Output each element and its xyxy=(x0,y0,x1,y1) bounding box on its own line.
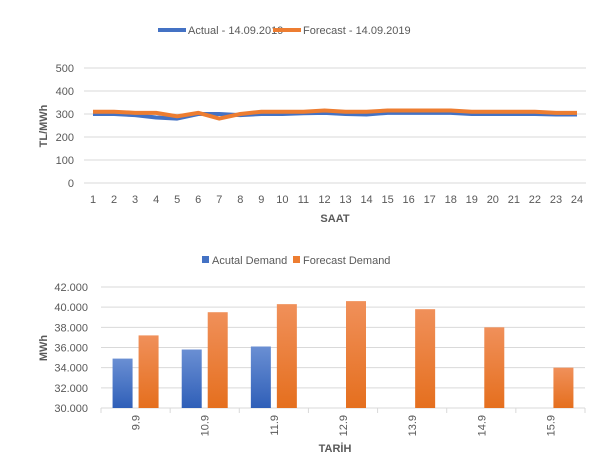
bar-forecast xyxy=(553,367,574,408)
x-tick-label: 6 xyxy=(195,194,201,206)
y-tick-label: 32.000 xyxy=(54,383,88,395)
x-tick-label: 19 xyxy=(466,194,478,206)
y-axis-title: TL/MWh xyxy=(38,104,50,147)
y-tick-label: 38.000 xyxy=(54,322,88,334)
y-tick-label: 400 xyxy=(56,86,74,98)
y-tick-label: 0 xyxy=(68,178,74,190)
line-series-actual xyxy=(93,110,577,121)
legend-swatch xyxy=(202,256,209,263)
x-tick-label: 15.9 xyxy=(545,415,557,436)
bar-forecast xyxy=(484,327,505,408)
x-tick-label: 4 xyxy=(153,194,159,206)
x-tick-label: 24 xyxy=(571,194,583,206)
x-tick-label: 21 xyxy=(508,194,520,206)
x-tick-label: 20 xyxy=(487,194,499,206)
x-tick-label: 9 xyxy=(258,194,264,206)
y-tick-label: 100 xyxy=(56,155,74,167)
line-series-forecast xyxy=(93,108,577,121)
y-tick-label: 200 xyxy=(56,132,74,144)
x-axis-title: TARİH xyxy=(319,442,352,455)
legend-label: Acutal Demand xyxy=(212,255,287,267)
y-tick-label: 300 xyxy=(56,109,74,121)
y-tick-label: 500 xyxy=(56,63,74,75)
x-tick-label: 5 xyxy=(174,194,180,206)
x-tick-label: 14.9 xyxy=(476,415,488,436)
x-tick-label: 8 xyxy=(237,194,243,206)
legend-label: Actual - 14.09.2019 xyxy=(188,25,283,37)
bar-actual xyxy=(250,346,271,408)
x-tick-label: 10 xyxy=(276,194,288,206)
bar-forecast xyxy=(207,312,228,408)
x-tick-label: 7 xyxy=(216,194,222,206)
x-tick-label: 13 xyxy=(339,194,351,206)
x-tick-label: 12 xyxy=(318,194,330,206)
bar-forecast xyxy=(346,301,366,408)
legend-label: Forecast - 14.09.2019 xyxy=(303,25,411,37)
y-tick-label: 34.000 xyxy=(54,363,88,375)
y-axis-title: MWh xyxy=(38,335,50,362)
bar-forecast xyxy=(138,335,159,408)
x-tick-label: 2 xyxy=(111,194,117,206)
bar-actual xyxy=(112,358,133,408)
x-tick-label: 11.9 xyxy=(269,415,281,436)
x-tick-label: 14 xyxy=(360,194,372,206)
x-tick-label: 10.9 xyxy=(200,415,212,436)
x-axis-title: SAAT xyxy=(320,213,349,225)
x-tick-label: 23 xyxy=(550,194,562,206)
x-tick-label: 15 xyxy=(381,194,393,206)
bar-forecast xyxy=(276,304,297,408)
x-tick-label: 18 xyxy=(445,194,457,206)
x-tick-label: 22 xyxy=(529,194,541,206)
bar-forecast xyxy=(415,309,436,408)
x-tick-label: 11 xyxy=(298,194,309,206)
bar-actual xyxy=(181,349,202,408)
y-tick-label: 36.000 xyxy=(54,343,88,355)
y-tick-label: 42.000 xyxy=(54,282,88,294)
y-tick-label: 30.000 xyxy=(54,403,88,415)
x-tick-label: 17 xyxy=(424,194,436,206)
x-tick-label: 16 xyxy=(403,194,415,206)
legend-label: Forecast Demand xyxy=(303,255,390,267)
x-tick-label: 9.9 xyxy=(131,415,143,430)
y-tick-label: 40.000 xyxy=(54,302,88,314)
legend-swatch xyxy=(293,256,300,263)
x-tick-label: 13.9 xyxy=(407,415,419,436)
x-tick-label: 3 xyxy=(132,194,138,206)
x-tick-label: 12.9 xyxy=(338,415,350,436)
x-tick-label: 1 xyxy=(90,194,96,206)
